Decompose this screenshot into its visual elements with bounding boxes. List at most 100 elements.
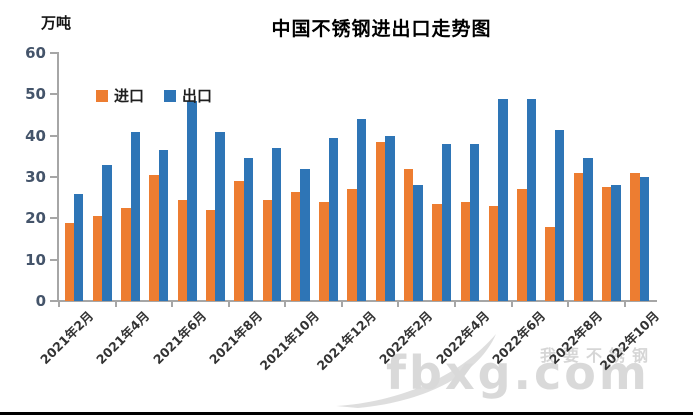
export-bar: [74, 193, 84, 301]
import-bar: [149, 174, 159, 301]
bar-group: [370, 53, 398, 301]
import-bar: [92, 216, 103, 301]
chart-title: 中国不锈钢进出口走势图: [271, 18, 492, 40]
y-tick-mark: [50, 52, 58, 54]
export-bar: [526, 98, 536, 301]
bar-group: [144, 53, 172, 301]
import-bar: [460, 201, 470, 301]
bar-group: [342, 53, 370, 301]
bar-group: [625, 53, 653, 301]
bar-group: [483, 53, 511, 301]
import-bar: [319, 201, 329, 301]
y-tick-mark: [50, 258, 58, 261]
import-bar: [432, 203, 442, 301]
import-bar: [404, 168, 414, 301]
bar-group: [116, 53, 144, 301]
export-bar: [272, 148, 282, 301]
legend-item-export: 出口: [164, 85, 212, 106]
x-tick-mark: [397, 302, 400, 307]
x-tick-label: 2022年10月: [596, 308, 662, 374]
x-tick-label: 2021年6月: [149, 308, 210, 368]
y-tick-label: 10: [25, 250, 46, 269]
export-bar: [385, 135, 395, 301]
import-bar: [630, 172, 640, 301]
import-bar: [177, 199, 188, 301]
import-bar: [347, 189, 357, 301]
import-bar: [64, 222, 74, 301]
y-tick-mark: [50, 176, 58, 178]
x-tick-mark: [454, 302, 456, 307]
x-tick-mark: [284, 302, 287, 307]
bar-group: [455, 53, 483, 301]
export-bar: [243, 158, 254, 301]
export-bar: [356, 119, 367, 301]
legend-label-export: 出口: [182, 87, 213, 105]
x-tick-label: 2021年12月: [313, 308, 379, 374]
y-tick-label: 50: [25, 85, 46, 104]
export-bar: [328, 137, 338, 301]
legend-item-import: 进口: [96, 85, 144, 106]
export-bar: [215, 131, 225, 301]
import-bar: [262, 199, 272, 301]
export-bar: [611, 185, 621, 301]
bar-group: [398, 53, 426, 301]
import-legend-swatch: [96, 89, 108, 102]
bar-group: [229, 53, 257, 301]
y-tick-mark: [50, 217, 58, 220]
y-tick-label: 40: [25, 126, 46, 145]
y-tick-label: 60: [25, 44, 46, 62]
x-tick-mark: [171, 302, 174, 307]
x-axis-line: [56, 300, 657, 302]
import-bar: [121, 208, 131, 301]
x-tick-label: 2022年2月: [376, 308, 436, 368]
import-bar: [573, 172, 584, 301]
x-tick-label: 2021年2月: [36, 308, 96, 368]
bar-group: [596, 53, 624, 301]
import-bar: [206, 210, 216, 301]
bar-group: [512, 53, 540, 301]
x-tick-mark: [58, 302, 60, 307]
x-tick-label: 2022年4月: [432, 308, 492, 368]
y-tick-mark: [50, 134, 58, 137]
x-tick-label: 2022年6月: [489, 308, 549, 368]
x-tick-label: 2021年10月: [256, 308, 323, 374]
legend: 进口 出口: [96, 85, 212, 106]
export-bar: [413, 185, 423, 301]
export-bar: [498, 98, 508, 301]
bar-group: [540, 53, 568, 301]
import-bar: [545, 226, 555, 301]
export-legend-swatch: [164, 89, 177, 102]
import-bar: [602, 187, 612, 301]
export-bar: [158, 150, 169, 301]
x-tick-mark: [567, 302, 570, 307]
x-tick-mark: [340, 302, 343, 307]
export-bar: [470, 143, 480, 301]
import-bar: [290, 191, 301, 301]
export-bar: [187, 100, 197, 301]
bar-group: [172, 53, 200, 301]
x-tick-mark: [227, 302, 230, 307]
import-bar: [234, 181, 244, 301]
y-tick-label: 30: [25, 168, 46, 186]
export-bar: [102, 164, 112, 301]
bar-group: [285, 53, 313, 301]
bar-group: [257, 53, 285, 301]
bar-group: [427, 53, 455, 301]
y-tick-mark: [50, 93, 58, 96]
export-bar: [130, 131, 140, 301]
legend-label-import: 进口: [114, 87, 145, 105]
y-axis-line: [57, 52, 59, 302]
y-tick-label: 20: [25, 209, 46, 228]
bar-group: [568, 53, 596, 301]
y-axis-unit-label: 万吨: [41, 14, 72, 32]
bar-group: [87, 53, 115, 301]
bar-group: [200, 53, 228, 301]
plot-area: [59, 53, 653, 301]
import-bar: [375, 141, 386, 301]
y-tick-mark: [50, 300, 58, 302]
bar-group: [314, 53, 342, 301]
export-bar: [300, 168, 310, 301]
export-bar: [554, 129, 565, 301]
import-bar: [517, 189, 527, 301]
export-bar: [441, 143, 452, 301]
